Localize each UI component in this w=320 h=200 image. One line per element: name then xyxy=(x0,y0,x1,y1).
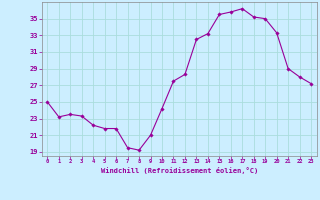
X-axis label: Windchill (Refroidissement éolien,°C): Windchill (Refroidissement éolien,°C) xyxy=(100,167,258,174)
